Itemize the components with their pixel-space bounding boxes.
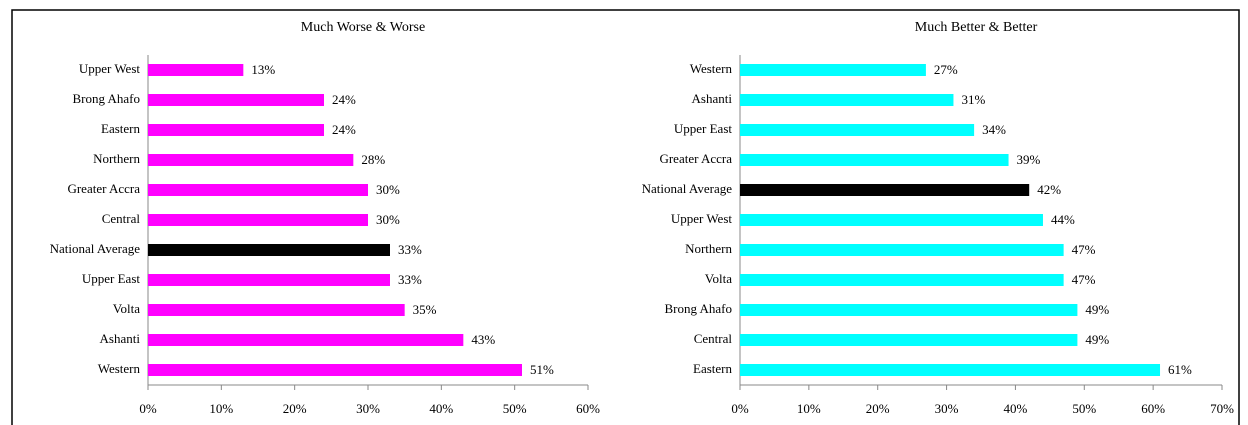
- bar: [148, 184, 368, 196]
- data-label: 24%: [332, 122, 356, 137]
- data-label: 31%: [961, 92, 985, 107]
- y-tick-label: Upper West: [671, 211, 733, 226]
- bar: [740, 334, 1078, 346]
- x-tick-label: 60%: [1141, 401, 1165, 416]
- chart-title: Much Better & Better: [915, 20, 1038, 35]
- data-label: 44%: [1051, 212, 1075, 227]
- y-tick-label: Upper West: [79, 61, 141, 76]
- data-label: 42%: [1037, 182, 1061, 197]
- y-tick-label: Ashanti: [692, 91, 733, 106]
- data-label: 27%: [934, 62, 958, 77]
- y-tick-label: Volta: [705, 271, 732, 286]
- data-label: 43%: [471, 332, 495, 347]
- bar: [740, 274, 1064, 286]
- y-tick-label: Northern: [93, 151, 140, 166]
- y-tick-label: Brong Ahafo: [72, 91, 140, 106]
- bar: [148, 214, 368, 226]
- y-tick-label: Volta: [113, 301, 140, 316]
- x-tick-label: 0%: [139, 401, 157, 416]
- data-label: 35%: [413, 302, 437, 317]
- bar: [148, 334, 464, 346]
- y-tick-label: Upper East: [82, 271, 141, 286]
- bar: [148, 154, 354, 166]
- chart-title: Much Worse & Worse: [301, 20, 425, 35]
- y-tick-label: Western: [690, 61, 733, 76]
- data-label: 61%: [1168, 362, 1192, 377]
- data-label: 30%: [376, 182, 400, 197]
- bar: [740, 364, 1161, 376]
- x-tick-label: 40%: [429, 401, 453, 416]
- y-tick-label: National Average: [50, 241, 141, 256]
- data-label: 39%: [1017, 152, 1041, 167]
- data-label: 47%: [1072, 272, 1096, 287]
- y-tick-label: Central: [102, 211, 141, 226]
- y-tick-label: Western: [98, 361, 141, 376]
- data-label: 30%: [376, 212, 400, 227]
- bar: [148, 304, 405, 316]
- x-tick-label: 0%: [731, 401, 749, 416]
- data-label: 51%: [530, 362, 554, 377]
- y-tick-label: Eastern: [101, 121, 140, 136]
- bar: [740, 154, 1009, 166]
- data-label: 13%: [251, 62, 275, 77]
- y-tick-label: Greater Accra: [659, 151, 732, 166]
- data-label: 49%: [1085, 332, 1109, 347]
- bar: [148, 64, 244, 76]
- x-tick-label: 40%: [1004, 401, 1028, 416]
- bar: [740, 184, 1030, 196]
- data-label: 24%: [332, 92, 356, 107]
- y-tick-label: Ashanti: [100, 331, 141, 346]
- x-tick-label: 20%: [283, 401, 307, 416]
- bar: [148, 364, 522, 376]
- x-tick-label: 50%: [503, 401, 527, 416]
- y-tick-label: National Average: [642, 181, 733, 196]
- x-tick-label: 60%: [576, 401, 600, 416]
- data-label: 33%: [398, 272, 422, 287]
- data-label: 28%: [361, 152, 385, 167]
- data-label: 34%: [982, 122, 1006, 137]
- data-label: 49%: [1085, 302, 1109, 317]
- x-tick-label: 70%: [1210, 401, 1234, 416]
- x-tick-label: 10%: [209, 401, 233, 416]
- data-label: 47%: [1072, 242, 1096, 257]
- x-tick-label: 50%: [1072, 401, 1096, 416]
- y-tick-label: Northern: [685, 241, 732, 256]
- bar: [148, 244, 390, 256]
- bar: [740, 124, 975, 136]
- y-tick-label: Central: [694, 331, 733, 346]
- bar: [740, 214, 1043, 226]
- x-tick-label: 20%: [866, 401, 890, 416]
- bar: [740, 304, 1078, 316]
- y-tick-label: Brong Ahafo: [664, 301, 732, 316]
- bar: [740, 94, 954, 106]
- bar: [740, 64, 926, 76]
- y-tick-label: Eastern: [693, 361, 732, 376]
- bar: [148, 124, 324, 136]
- x-tick-label: 10%: [797, 401, 821, 416]
- data-label: 33%: [398, 242, 422, 257]
- x-tick-label: 30%: [935, 401, 959, 416]
- y-tick-label: Upper East: [674, 121, 733, 136]
- bar: [740, 244, 1064, 256]
- x-tick-label: 30%: [356, 401, 380, 416]
- y-tick-label: Greater Accra: [67, 181, 140, 196]
- bar: [148, 274, 390, 286]
- bar: [148, 94, 324, 106]
